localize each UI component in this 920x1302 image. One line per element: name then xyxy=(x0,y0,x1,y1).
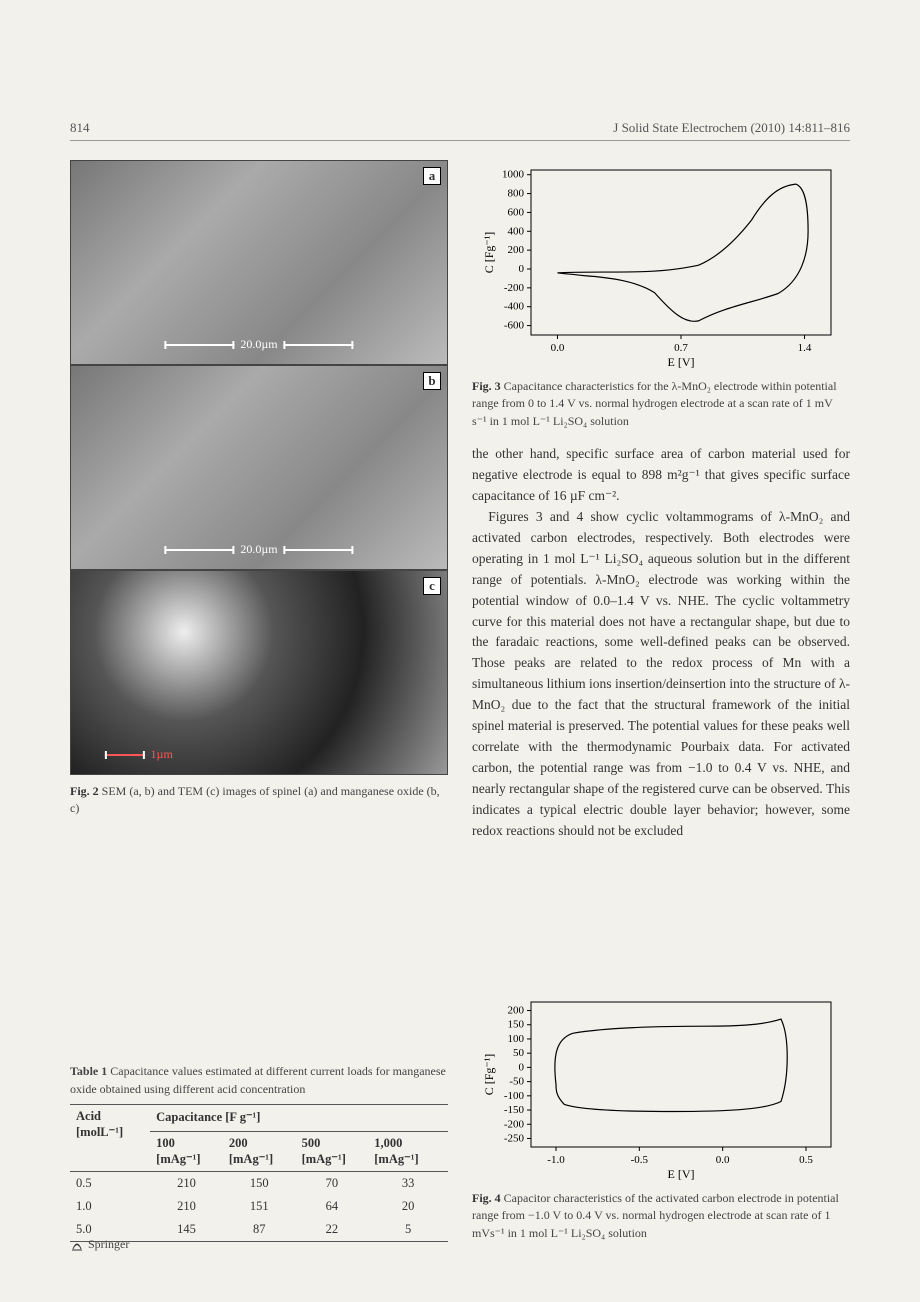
svg-text:0.0: 0.0 xyxy=(551,342,565,354)
table1-colhead: 100 [mAg⁻¹] xyxy=(150,1132,223,1172)
journal-citation: J Solid State Electrochem (2010) 14:811–… xyxy=(613,120,850,136)
table-row: 1.02101516420 xyxy=(70,1195,448,1218)
svg-text:0.7: 0.7 xyxy=(674,342,688,354)
fig2-caption: Fig. 2 SEM (a, b) and TEM (c) images of … xyxy=(70,783,448,818)
table1-rowhead: Acid [molL⁻¹] xyxy=(70,1105,150,1172)
svg-text:-50: -50 xyxy=(509,1075,524,1087)
fig2-panel-b: b 20.0µm xyxy=(70,365,448,570)
fig4-caption: Fig. 4 Capacitor characteristics of the … xyxy=(472,1190,850,1242)
svg-text:50: 50 xyxy=(513,1047,525,1059)
fig3-chart: -600 -400 -200 0 200 400 600 800 1000 0.0 0.7 1.4 E … xyxy=(472,160,850,370)
table1-colhead: 1,000 [mAg⁻¹] xyxy=(368,1132,448,1172)
springer-icon xyxy=(70,1238,84,1252)
svg-text:E [V]: E [V] xyxy=(668,355,695,369)
body-p2: Figures 3 and 4 show cyclic voltammogram… xyxy=(472,507,850,842)
fig3-caption: Fig. 3 Capacitance characteristics for t… xyxy=(472,378,850,430)
svg-text:-200: -200 xyxy=(504,1118,525,1130)
svg-text:0.0: 0.0 xyxy=(716,1154,730,1166)
panel-label-c: c xyxy=(423,577,441,595)
table1-colhead: 500 [mAg⁻¹] xyxy=(296,1132,369,1172)
panel-label-a: a xyxy=(423,167,441,185)
svg-text:-200: -200 xyxy=(504,282,525,294)
svg-text:-0.5: -0.5 xyxy=(631,1154,649,1166)
fig2-panel-a: a 20.0µm xyxy=(70,160,448,365)
svg-text:800: 800 xyxy=(508,188,525,200)
table1-colhead: 200 [mAg⁻¹] xyxy=(223,1132,296,1172)
svg-text:0: 0 xyxy=(519,1061,525,1073)
publisher-footer: Springer xyxy=(70,1237,129,1252)
svg-text:600: 600 xyxy=(508,206,525,218)
svg-text:1.4: 1.4 xyxy=(798,342,812,354)
svg-text:E [V]: E [V] xyxy=(668,1167,695,1181)
svg-text:100: 100 xyxy=(508,1033,525,1045)
page-number: 814 xyxy=(70,120,90,136)
svg-text:200: 200 xyxy=(508,244,525,256)
left-column: a 20.0µm b 20.0µm c 1µm Fig. 2 SEM (a, b… xyxy=(70,160,448,1242)
scalebar-c: 1µm xyxy=(105,747,173,762)
svg-text:-100: -100 xyxy=(504,1090,525,1102)
fig4-chart: -250 -200 -150 -100 -50 0 50 100 150 200 -1.0 -0.5 0… xyxy=(472,992,850,1182)
svg-text:-600: -600 xyxy=(504,320,525,332)
svg-text:-400: -400 xyxy=(504,301,525,313)
scalebar-a: 20.0µm xyxy=(164,337,353,352)
svg-text:0.5: 0.5 xyxy=(799,1154,813,1166)
svg-text:-150: -150 xyxy=(504,1104,525,1116)
running-header: 814 J Solid State Electrochem (2010) 14:… xyxy=(70,120,850,141)
fig2-panel-c: c 1µm xyxy=(70,570,448,775)
svg-text:C [Fg⁻¹]: C [Fg⁻¹] xyxy=(482,1054,496,1096)
svg-text:-1.0: -1.0 xyxy=(547,1154,565,1166)
scalebar-b: 20.0µm xyxy=(164,542,353,557)
svg-text:-250: -250 xyxy=(504,1132,525,1144)
right-column: -600-400-200020040060080010000.00.71.4E … xyxy=(472,160,850,1242)
svg-text:200: 200 xyxy=(508,1004,525,1016)
svg-text:0: 0 xyxy=(519,263,525,275)
svg-text:1000: 1000 xyxy=(502,169,525,181)
panel-label-b: b xyxy=(423,372,441,390)
body-p1: the other hand, specific surface area of… xyxy=(472,444,850,507)
table1-grouphd: Capacitance [F g⁻¹] xyxy=(150,1105,448,1132)
table1: Acid [molL⁻¹] Capacitance [F g⁻¹] 100 [m… xyxy=(70,1104,448,1242)
table1-title: Table 1 Capacitance values estimated at … xyxy=(70,1063,448,1098)
svg-text:C [Fg⁻¹]: C [Fg⁻¹] xyxy=(482,232,496,274)
table-row: 0.52101507033 xyxy=(70,1172,448,1196)
svg-text:150: 150 xyxy=(508,1019,525,1031)
body-text: the other hand, specific surface area of… xyxy=(472,444,850,842)
svg-text:400: 400 xyxy=(508,225,525,237)
